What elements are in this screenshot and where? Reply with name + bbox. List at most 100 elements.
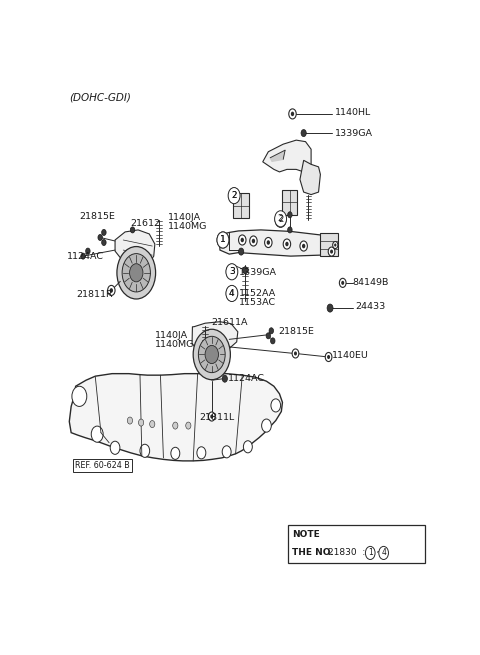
Text: 1124AC: 1124AC	[67, 252, 104, 261]
Circle shape	[285, 242, 288, 246]
Text: 1140JA: 1140JA	[155, 331, 188, 341]
Circle shape	[291, 111, 294, 116]
Circle shape	[271, 338, 275, 344]
Polygon shape	[219, 230, 335, 256]
Circle shape	[334, 244, 336, 247]
Text: 2: 2	[231, 191, 237, 200]
Text: NOTE: NOTE	[292, 529, 320, 538]
Circle shape	[262, 419, 271, 432]
Text: 1124AC: 1124AC	[228, 374, 265, 383]
Circle shape	[275, 212, 286, 227]
Circle shape	[130, 227, 135, 233]
Text: 21830  :: 21830 :	[328, 548, 365, 557]
Circle shape	[379, 546, 388, 559]
Text: 4: 4	[229, 289, 235, 298]
Text: 3: 3	[229, 267, 235, 276]
Text: 1: 1	[220, 236, 226, 244]
Text: 24433: 24433	[355, 302, 385, 311]
Polygon shape	[192, 322, 238, 351]
Circle shape	[328, 247, 335, 256]
Circle shape	[300, 241, 307, 251]
Text: 2: 2	[231, 191, 237, 200]
Text: 21811L: 21811L	[200, 413, 235, 422]
Polygon shape	[115, 230, 155, 265]
Circle shape	[240, 238, 244, 242]
Polygon shape	[69, 373, 282, 461]
Text: 21815E: 21815E	[279, 328, 314, 336]
Circle shape	[81, 253, 85, 259]
Circle shape	[327, 304, 333, 312]
Circle shape	[243, 441, 252, 453]
Text: 4: 4	[381, 548, 386, 557]
Text: REF. 60-624 B: REF. 60-624 B	[75, 461, 130, 470]
Text: 84149B: 84149B	[353, 278, 389, 288]
Text: 1: 1	[220, 236, 226, 244]
Circle shape	[294, 352, 297, 356]
Circle shape	[222, 375, 228, 383]
Circle shape	[239, 235, 246, 245]
Text: 1140EU: 1140EU	[332, 352, 369, 360]
Circle shape	[130, 264, 143, 282]
Circle shape	[264, 238, 272, 248]
Text: 1: 1	[368, 548, 372, 557]
Circle shape	[171, 447, 180, 459]
Circle shape	[267, 240, 270, 245]
Circle shape	[91, 426, 103, 442]
FancyBboxPatch shape	[282, 189, 297, 215]
Circle shape	[288, 227, 292, 233]
Circle shape	[85, 248, 90, 254]
Circle shape	[275, 211, 287, 227]
Circle shape	[330, 250, 333, 253]
Circle shape	[239, 248, 244, 255]
Circle shape	[252, 238, 255, 243]
Text: 1152AA: 1152AA	[239, 289, 276, 298]
Text: 1153AC: 1153AC	[239, 298, 276, 307]
Circle shape	[325, 352, 332, 362]
Circle shape	[292, 349, 299, 358]
Circle shape	[186, 422, 191, 429]
Circle shape	[266, 333, 271, 339]
Text: 2: 2	[278, 214, 283, 223]
Circle shape	[365, 546, 375, 559]
Circle shape	[205, 345, 218, 364]
Circle shape	[122, 253, 150, 292]
Circle shape	[222, 446, 231, 458]
Circle shape	[217, 232, 229, 248]
Circle shape	[250, 236, 257, 246]
Circle shape	[197, 447, 206, 459]
Circle shape	[301, 130, 306, 137]
Polygon shape	[300, 160, 321, 195]
FancyBboxPatch shape	[321, 233, 338, 256]
Text: 21612: 21612	[131, 219, 161, 229]
Circle shape	[302, 244, 305, 248]
Text: ~: ~	[376, 548, 384, 558]
Circle shape	[173, 422, 178, 429]
Circle shape	[98, 234, 102, 240]
Circle shape	[228, 188, 240, 203]
Circle shape	[127, 417, 132, 424]
Circle shape	[198, 336, 225, 373]
Circle shape	[208, 412, 215, 421]
Circle shape	[289, 109, 296, 119]
Circle shape	[228, 187, 240, 204]
Text: 1140HL: 1140HL	[335, 108, 371, 117]
Text: 21611A: 21611A	[212, 318, 248, 328]
Circle shape	[102, 240, 106, 246]
Text: 21815E: 21815E	[79, 212, 115, 221]
Circle shape	[150, 421, 155, 428]
Circle shape	[226, 264, 238, 279]
Text: 4: 4	[229, 289, 235, 298]
Circle shape	[102, 229, 106, 235]
Circle shape	[217, 232, 229, 248]
Circle shape	[139, 419, 144, 426]
Text: 1339GA: 1339GA	[239, 268, 276, 277]
Circle shape	[339, 278, 346, 288]
Circle shape	[108, 286, 115, 295]
FancyBboxPatch shape	[288, 525, 425, 563]
Polygon shape	[270, 150, 285, 161]
Text: 1140JA: 1140JA	[168, 214, 201, 222]
Text: 1140MG: 1140MG	[155, 340, 194, 349]
Circle shape	[288, 212, 292, 218]
Circle shape	[333, 242, 338, 248]
Circle shape	[327, 355, 330, 359]
